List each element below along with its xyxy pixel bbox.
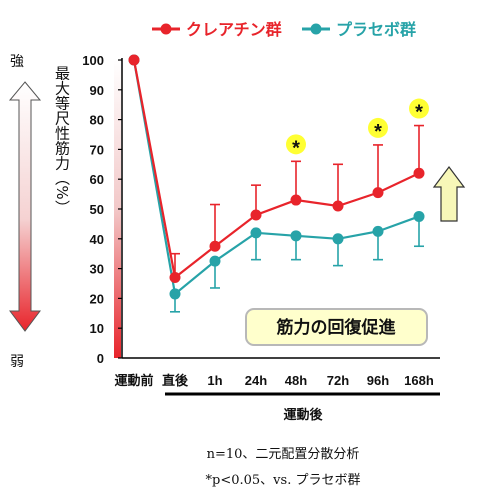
y-tick-label: 100 (82, 53, 104, 68)
creatine-point (128, 54, 140, 66)
improvement-arrow (432, 166, 466, 222)
significance-star: * (292, 137, 300, 159)
y-tick-label: 80 (90, 113, 104, 128)
creatine-point (290, 194, 302, 206)
legend-creatine: クレアチン群 (152, 20, 282, 39)
x-axis-title: 運動後 (283, 407, 323, 423)
x-tick-label: 1h (207, 373, 222, 388)
significance-highlight (368, 117, 388, 138)
creatine-point (413, 167, 425, 179)
x-tick-label: 48h (285, 373, 307, 388)
creatine-point (169, 272, 181, 284)
significance-layer: * * * (286, 98, 429, 159)
y-axis-title: 最大等尺性筋力（%） (53, 65, 71, 214)
legend-placebo-label: プラセボ群 (336, 20, 416, 39)
legend: クレアチン群 プラセボ群 (152, 20, 416, 39)
creatine-point (332, 200, 344, 212)
x-tick-label: 直後 (162, 373, 189, 388)
y-ticks: 0 10 20 30 40 50 60 70 80 90 100 (82, 53, 122, 366)
significance-highlight (286, 134, 306, 155)
note-statistics: n=10、二元配置分散分析 (207, 447, 360, 462)
y-tick-label: 10 (90, 321, 104, 336)
placebo-point (209, 255, 221, 267)
strength-scale-arrow (8, 81, 42, 332)
creatine-point (372, 187, 384, 199)
placebo-point (290, 230, 302, 242)
x-tick-label: 96h (367, 373, 389, 388)
y-tick-label: 40 (90, 232, 104, 247)
note-significance: *p<0.05、vs. プラセボ群 (206, 473, 361, 488)
x-tick-label: 24h (245, 373, 267, 388)
x-tick-label: 運動前 (114, 373, 153, 388)
x-tick-label: 168h (404, 373, 434, 388)
significance-star: * (415, 102, 423, 124)
x-tick-label: 72h (327, 373, 349, 388)
placebo-point (332, 233, 344, 245)
placebo-point (169, 288, 181, 300)
creatine-point (209, 240, 221, 252)
significance-star: * (374, 121, 382, 143)
y-tick-label: 90 (90, 83, 104, 98)
placebo-point (250, 227, 262, 239)
placebo-line (132, 59, 420, 296)
y-tick-label: 20 (90, 291, 104, 306)
creatine-line (132, 59, 420, 280)
recovery-callout: 筋力の回復促進 (245, 308, 428, 346)
y-tick-label: 0 (97, 351, 104, 366)
y-tick-label: 60 (90, 172, 104, 187)
legend-placebo: プラセボ群 (302, 20, 416, 39)
y-tick-label: 30 (90, 262, 104, 277)
baseline-gradient-bar (114, 60, 121, 358)
placebo-point (413, 210, 425, 222)
y-tick-label: 70 (90, 142, 104, 157)
legend-creatine-label: クレアチン群 (186, 20, 282, 39)
x-ticks: 運動前 直後 1h 24h 48h 72h 96h 168h (114, 373, 433, 388)
significance-highlight (409, 98, 429, 119)
strong-label: 強 (10, 54, 24, 70)
series-layer (128, 54, 425, 313)
weak-label: 弱 (10, 354, 24, 370)
recovery-callout-text: 筋力の回復促進 (276, 317, 396, 338)
y-tick-label: 50 (90, 202, 104, 217)
placebo-point (372, 225, 384, 237)
creatine-point (250, 209, 262, 221)
